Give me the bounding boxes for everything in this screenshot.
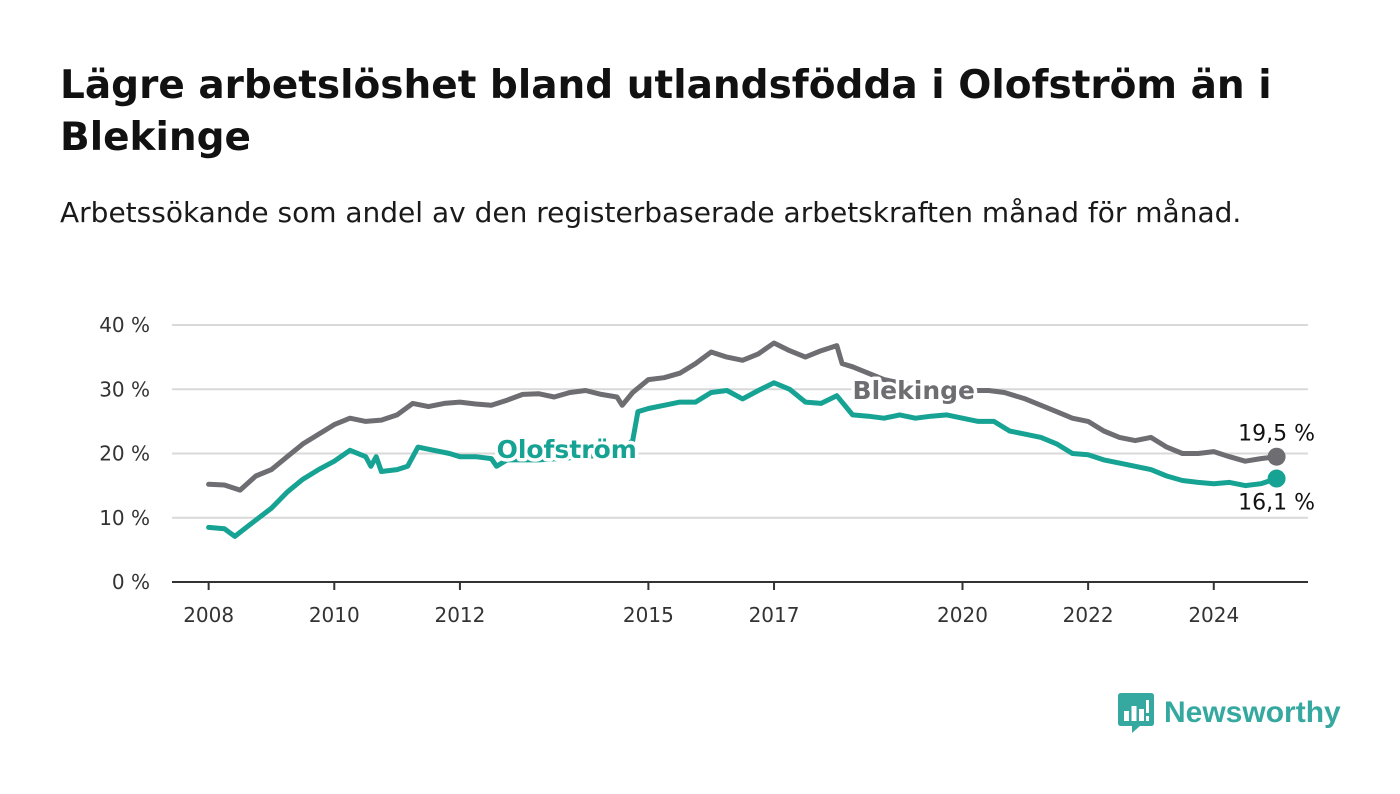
x-tick-label: 2020 [937, 603, 988, 627]
end-point-blekinge [1267, 447, 1286, 466]
brand-name: Newsworthy [1164, 696, 1341, 729]
end-label-olofstrom: 16,1 % [1238, 491, 1315, 516]
x-axis: 2008 2010 2012 2015 2017 2020 2022 2024 [172, 581, 1308, 627]
series-line-olofstrom [206, 380, 1280, 539]
x-tick-label: 2015 [623, 603, 674, 627]
chart-title: Lägre arbetslöshet bland utlandsfödda i … [60, 63, 1272, 160]
end-point-olofstrom [1267, 469, 1286, 488]
series-line-blekinge [206, 340, 1280, 493]
end-label-blekinge: 19,5 % [1238, 422, 1315, 447]
newsworthy-logo-icon [1118, 693, 1154, 733]
x-tick-label: 2008 [183, 603, 234, 627]
y-axis-ticks: 0 % 10 % 20 % 30 % 40 % [99, 313, 150, 594]
y-tick-label: 40 % [99, 313, 150, 337]
series-label-olofstrom: Olofström [497, 435, 637, 464]
x-tick-label: 2022 [1063, 603, 1114, 627]
y-tick-label: 20 % [99, 442, 150, 466]
series-labels: Blekinge Olofström 19,5 % 16,1 % [493, 372, 1317, 518]
y-tick-label: 0 % [112, 570, 150, 594]
x-tick-label: 2017 [749, 603, 800, 627]
line-chart: 0 % 10 % 20 % 30 % 40 % 2008 2010 2012 2015 2017… [99, 313, 1317, 627]
x-tick-label: 2024 [1188, 603, 1239, 627]
y-tick-label: 10 % [99, 506, 150, 530]
chart-subtitle: Arbetssökande som andel av den registerb… [60, 196, 1242, 229]
newsworthy-brand[interactable]: Newsworthy [1118, 690, 1341, 736]
series-lines [206, 340, 1286, 539]
y-tick-label: 30 % [99, 377, 150, 401]
x-tick-label: 2010 [309, 603, 360, 627]
x-tick-label: 2012 [434, 603, 485, 627]
series-label-blekinge: Blekinge [853, 376, 975, 405]
